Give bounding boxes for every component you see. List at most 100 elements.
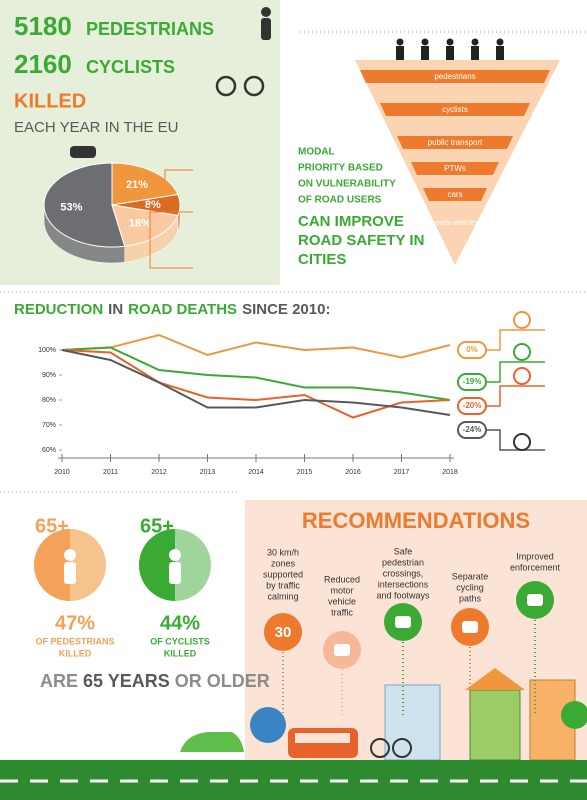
funnel-label: cyclists xyxy=(442,105,468,114)
funnel-band xyxy=(423,188,487,201)
icon xyxy=(64,562,76,584)
icon xyxy=(64,549,76,561)
icon xyxy=(471,38,479,46)
end-label: -19% xyxy=(463,377,482,386)
killed: KILLED xyxy=(164,648,197,658)
recommendation-text: paths xyxy=(459,593,482,603)
funnel-label: goods vehicles xyxy=(432,220,479,227)
recommendation-text: intersections xyxy=(378,579,429,589)
icon xyxy=(169,562,181,584)
funnel-text: MODAL xyxy=(298,147,335,158)
x-tick-label: 2015 xyxy=(297,469,313,476)
pie-slice xyxy=(111,204,179,247)
funnel-label: PTWs xyxy=(444,164,466,173)
icon xyxy=(243,75,265,97)
funnel-highlight: ROAD SAFETY IN xyxy=(298,232,424,249)
connector xyxy=(480,329,545,351)
y-tick-label: 60% xyxy=(42,447,56,454)
title-part: IN xyxy=(108,301,123,318)
recommendation-text: Improved xyxy=(516,551,554,561)
recommendation-text: cycling xyxy=(456,582,484,592)
bike-wheel xyxy=(370,738,390,758)
mode-icon xyxy=(513,343,531,361)
icon xyxy=(169,549,181,561)
icon xyxy=(446,38,454,46)
icon xyxy=(396,46,404,60)
funnel-band xyxy=(380,103,530,116)
icon xyxy=(421,46,429,60)
recommendation-text: enforcement xyxy=(510,562,561,572)
elderly-footer: ARE 65 YEARS OR OLDER xyxy=(40,671,270,691)
end-label: -24% xyxy=(463,425,482,434)
end-label: -20% xyxy=(463,401,482,410)
pie-label: 18% xyxy=(129,217,151,229)
icon xyxy=(446,46,454,60)
funnel-text: PRIORITY BASED xyxy=(298,163,383,174)
recommendation-text: pedestrian xyxy=(382,557,424,567)
age: 65+ xyxy=(140,515,174,537)
mode-icon xyxy=(513,367,531,385)
label: PEDESTRIANS xyxy=(86,19,214,39)
x-tick-label: 2012 xyxy=(151,469,167,476)
bus-window xyxy=(295,733,350,743)
end-badge xyxy=(457,341,487,359)
recommendation-text: vehicle xyxy=(328,596,356,606)
killed: KILLED xyxy=(14,90,86,112)
recommendation-text: traffic xyxy=(331,607,353,617)
recommendation-text: calming xyxy=(267,591,298,601)
connector xyxy=(480,385,545,407)
icon xyxy=(215,75,237,97)
funnel-band xyxy=(411,162,499,175)
recommendations-title: RECOMMENDATIONS xyxy=(302,508,530,533)
x-tick-label: 2018 xyxy=(442,469,458,476)
city xyxy=(180,668,587,761)
icon-glyph xyxy=(334,644,350,656)
chart-title: REDUCTION IN ROAD DEATHS SINCE 2010: xyxy=(14,301,330,318)
tree xyxy=(561,701,587,729)
roof xyxy=(465,668,525,690)
icon-glyph xyxy=(395,616,411,628)
tree xyxy=(250,707,286,743)
icon-text: 30 xyxy=(275,624,292,641)
share-fill xyxy=(34,529,70,601)
line-series xyxy=(61,333,451,359)
line-series xyxy=(61,349,451,419)
recommendation-text: by traffic xyxy=(266,580,300,590)
x-tick-label: 2016 xyxy=(345,469,361,476)
building xyxy=(469,689,521,761)
funnel-text: ON VULNERABILITY xyxy=(298,179,396,190)
building xyxy=(384,684,441,761)
icon-glyph xyxy=(527,594,543,606)
count: 5180 xyxy=(14,11,72,41)
killed: KILLED xyxy=(59,648,92,658)
footer-part: ARE xyxy=(40,671,78,691)
group: OF CYCLISTS xyxy=(150,636,210,646)
recommendation-text: motor xyxy=(330,585,353,595)
title-part: SINCE 2010: xyxy=(242,301,330,318)
funnel-label: pedestrians xyxy=(434,72,475,81)
icon xyxy=(496,38,504,46)
pie-label: 53% xyxy=(60,201,82,213)
icon xyxy=(471,46,479,60)
funnel-label: cars xyxy=(447,190,462,199)
icon xyxy=(496,46,504,60)
leader xyxy=(149,205,193,269)
end-badge xyxy=(457,421,487,439)
funnel-label: public transport xyxy=(428,138,483,147)
count: 2160 xyxy=(14,49,72,79)
label: CYCLISTS xyxy=(86,57,175,77)
y-tick-label: 80% xyxy=(42,397,56,404)
green-car xyxy=(180,732,244,752)
x-tick-label: 2013 xyxy=(200,469,216,476)
recommendation-text: Separate xyxy=(452,571,489,581)
title-part: REDUCTION xyxy=(14,301,103,318)
icon-glyph xyxy=(462,621,478,633)
y-tick-label: 100% xyxy=(38,347,56,354)
funnel-highlight: CAN IMPROVE xyxy=(298,213,404,230)
bike-wheel xyxy=(392,738,412,758)
recommendation-text: supported xyxy=(263,569,303,579)
connector xyxy=(480,361,545,383)
funnel-highlight: CITIES xyxy=(298,251,346,268)
footer-part: OR OLDER xyxy=(175,671,270,691)
